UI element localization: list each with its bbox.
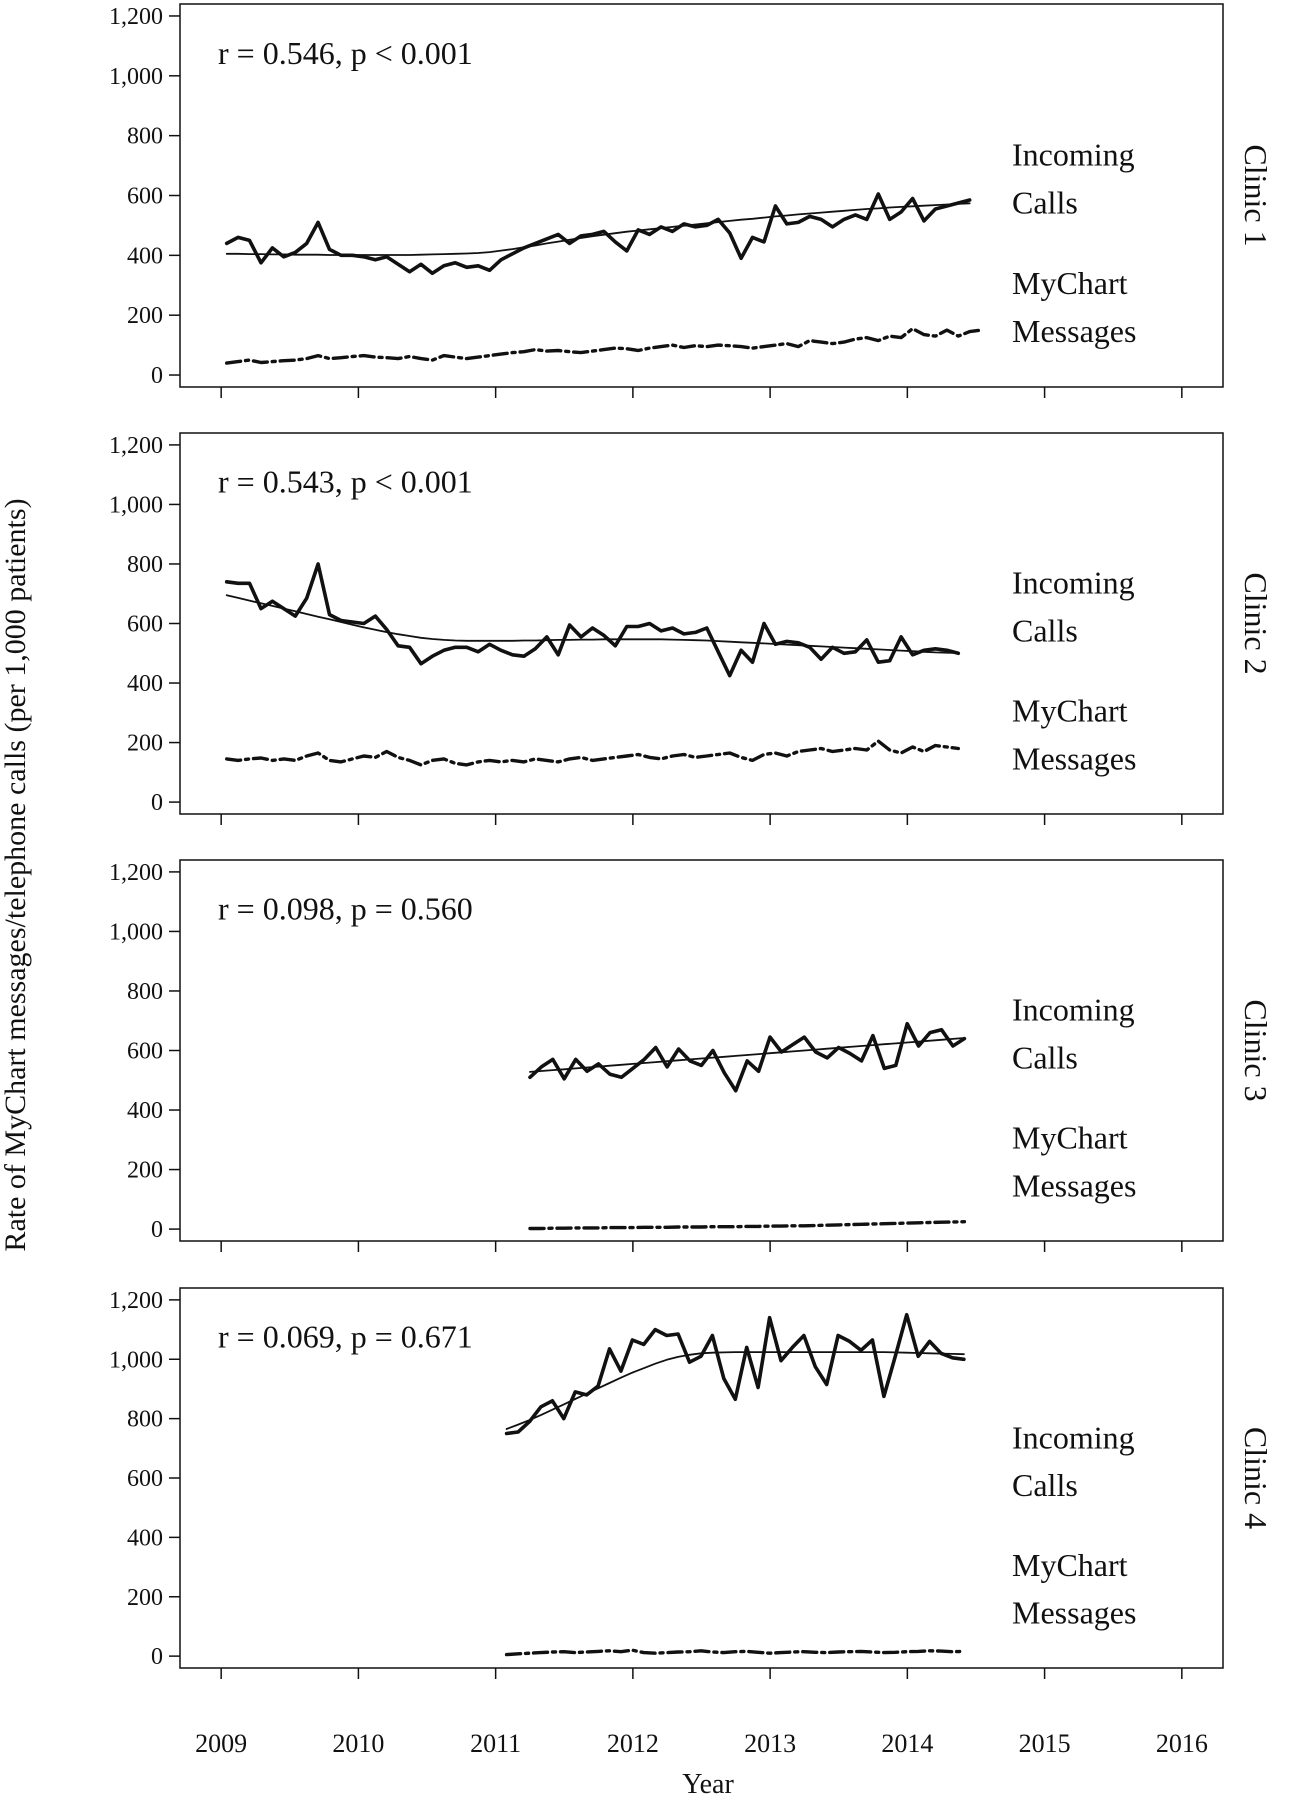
y-tick-label: 1,000 (109, 919, 163, 945)
y-tick-label: 1,000 (109, 64, 163, 90)
correlation-stat: r = 0.098, p = 0.560 (218, 891, 473, 927)
x-tick-label: 2011 (470, 1729, 521, 1758)
messages-label: MyChart (1012, 693, 1128, 729)
correlation-stat: r = 0.546, p < 0.001 (218, 35, 473, 71)
mychart-messages-line (528, 1219, 967, 1231)
calls-label: Incoming (1012, 992, 1135, 1028)
calls-label: Calls (1012, 1039, 1078, 1075)
y-tick-label: 1,200 (109, 433, 163, 459)
y-tick-label: 400 (127, 1098, 163, 1124)
y-tick-label: 0 (151, 1644, 163, 1670)
y-tick-label: 400 (127, 243, 163, 269)
messages-label: Messages (1012, 1167, 1136, 1203)
panel-label: Clinic 3 (1238, 999, 1274, 1101)
incoming-calls-line (224, 562, 961, 678)
x-tick-label: 2015 (1019, 1729, 1071, 1758)
panel-label: Clinic 2 (1238, 572, 1274, 674)
incoming-calls-line (528, 1021, 967, 1093)
y-tick-label: 200 (127, 1585, 163, 1611)
y-tick-label: 200 (127, 731, 163, 757)
y-tick-label: 1,200 (109, 4, 163, 30)
y-tick-label: 200 (127, 1158, 163, 1184)
mychart-messages-line (224, 327, 983, 365)
messages-label: Messages (1012, 740, 1136, 776)
messages-label: MyChart (1012, 1120, 1128, 1156)
messages-label: Messages (1012, 313, 1136, 349)
correlation-stat: r = 0.543, p < 0.001 (218, 464, 473, 500)
x-tick-label: 2014 (881, 1729, 933, 1758)
calls-label: Incoming (1012, 137, 1135, 173)
panel-clinic-3: 0 200 400 600 800 1,000 1,200 r = 0.098, p = 0.… (109, 859, 1274, 1252)
calls-label: Incoming (1012, 1419, 1135, 1455)
x-tick-label: 2013 (744, 1729, 796, 1758)
incoming-calls-trend-line (505, 1351, 965, 1430)
y-tick-label: 1,200 (109, 860, 163, 886)
correlation-stat: r = 0.069, p = 0.671 (218, 1318, 473, 1354)
calls-label: Calls (1012, 1467, 1078, 1503)
y-tick-label: 400 (127, 671, 163, 697)
panel-clinic-1: 0 200 400 600 800 1,000 1,200 r = 0.546, p < 0.… (109, 3, 1274, 398)
y-tick-label: 1,200 (109, 1288, 163, 1314)
incoming-calls-line (504, 1312, 966, 1436)
calls-label: Calls (1012, 612, 1078, 648)
y-tick-label: 400 (127, 1525, 163, 1551)
x-tick-label: 2016 (1156, 1729, 1208, 1758)
y-tick-label: 600 (127, 612, 163, 638)
messages-label: MyChart (1012, 1547, 1128, 1583)
y-tick-label: 0 (151, 363, 163, 389)
incoming-calls-trend-line (225, 594, 960, 654)
incoming-calls-trend-line (529, 1037, 966, 1073)
panel-clinic-2: 0 200 400 600 800 1,000 1,200 r = 0.543, p < 0.… (109, 432, 1274, 825)
mychart-messages-line (224, 739, 960, 767)
y-tick-label: 600 (127, 1039, 163, 1065)
y-tick-label: 1,000 (109, 492, 163, 518)
messages-label: Messages (1012, 1594, 1136, 1630)
y-tick-label: 0 (151, 790, 163, 816)
panel-label: Clinic 4 (1238, 1427, 1274, 1529)
messages-label: MyChart (1012, 265, 1128, 301)
mychart-messages-line (504, 1648, 966, 1657)
y-tick-label: 800 (127, 552, 163, 578)
incoming-calls-trend-line (225, 202, 971, 256)
x-axis: 2009 2010 2011 2012 2013 2014 2015 2016 (195, 1729, 1208, 1758)
y-tick-label: 600 (127, 1466, 163, 1492)
y-tick-label: 200 (127, 303, 163, 329)
incoming-calls-line (224, 192, 972, 276)
x-tick-label: 2012 (607, 1729, 659, 1758)
y-axis-label: Rate of MyChart messages/telephone calls… (0, 498, 32, 1251)
panel-clinic-4: 0 200 400 600 800 1,000 1,200 r = 0.069, p = 0.… (109, 1287, 1274, 1679)
calls-label: Incoming (1012, 565, 1135, 601)
panel-label: Clinic 1 (1238, 144, 1274, 246)
y-tick-label: 800 (127, 124, 163, 150)
y-tick-label: 1,000 (109, 1347, 163, 1373)
calls-label: Calls (1012, 184, 1078, 220)
panels: 0 200 400 600 800 1,000 1,200 r = 0.546, p < 0.… (109, 3, 1274, 1679)
x-tick-label: 2009 (195, 1729, 247, 1758)
y-tick-label: 800 (127, 1407, 163, 1433)
y-tick-label: 0 (151, 1217, 163, 1243)
x-tick-label: 2010 (332, 1729, 384, 1758)
x-axis-label: Year (682, 1769, 734, 1800)
y-tick-label: 600 (127, 184, 163, 210)
y-tick-label: 800 (127, 979, 163, 1005)
